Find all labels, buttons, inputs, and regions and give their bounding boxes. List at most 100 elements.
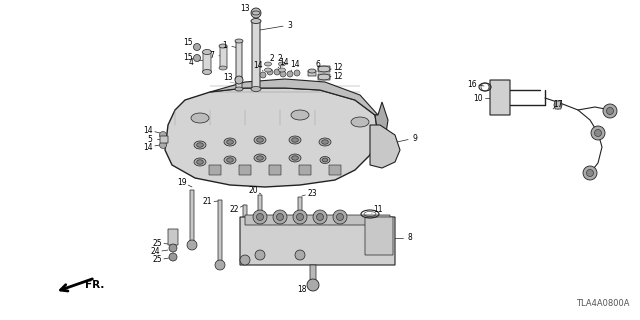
Polygon shape: [210, 79, 378, 115]
FancyBboxPatch shape: [310, 265, 316, 283]
Text: 24: 24: [150, 247, 160, 257]
FancyBboxPatch shape: [329, 165, 341, 175]
Ellipse shape: [257, 156, 263, 160]
Ellipse shape: [257, 138, 263, 142]
Circle shape: [260, 72, 266, 78]
Circle shape: [274, 69, 280, 75]
Ellipse shape: [191, 113, 209, 123]
Circle shape: [193, 54, 200, 61]
FancyBboxPatch shape: [365, 217, 393, 255]
Ellipse shape: [227, 140, 234, 144]
Ellipse shape: [289, 154, 301, 162]
Circle shape: [591, 126, 605, 140]
Text: 15: 15: [183, 52, 193, 61]
Text: 8: 8: [408, 234, 412, 243]
Text: 12: 12: [333, 71, 343, 81]
Circle shape: [159, 132, 166, 139]
FancyBboxPatch shape: [252, 21, 260, 89]
Ellipse shape: [227, 158, 234, 162]
Circle shape: [193, 44, 200, 51]
Text: 5: 5: [148, 134, 152, 143]
Circle shape: [554, 101, 562, 109]
Text: 11: 11: [373, 205, 383, 214]
Text: FR.: FR.: [85, 280, 104, 290]
Circle shape: [255, 250, 265, 260]
Ellipse shape: [202, 69, 211, 75]
FancyBboxPatch shape: [308, 71, 316, 76]
Text: 15: 15: [183, 37, 193, 46]
Text: 22: 22: [229, 205, 239, 214]
Ellipse shape: [319, 138, 331, 146]
Ellipse shape: [251, 86, 261, 92]
Ellipse shape: [254, 154, 266, 162]
Circle shape: [187, 240, 197, 250]
FancyBboxPatch shape: [318, 66, 330, 72]
Text: 18: 18: [297, 285, 307, 294]
Text: 17: 17: [553, 100, 563, 108]
FancyBboxPatch shape: [160, 136, 168, 143]
Ellipse shape: [264, 68, 271, 72]
Circle shape: [583, 166, 597, 180]
Circle shape: [287, 71, 293, 77]
Circle shape: [586, 170, 593, 177]
Text: 16: 16: [467, 79, 477, 89]
Ellipse shape: [235, 87, 243, 91]
Circle shape: [595, 130, 602, 137]
Circle shape: [253, 210, 267, 224]
FancyBboxPatch shape: [298, 197, 302, 255]
Circle shape: [603, 104, 617, 118]
FancyBboxPatch shape: [240, 217, 395, 265]
Circle shape: [295, 250, 305, 260]
Ellipse shape: [264, 62, 271, 66]
Ellipse shape: [254, 136, 266, 144]
Text: 25: 25: [152, 255, 162, 265]
Text: 23: 23: [307, 188, 317, 197]
Circle shape: [337, 213, 344, 220]
Ellipse shape: [322, 140, 328, 144]
FancyBboxPatch shape: [236, 41, 242, 89]
Circle shape: [607, 108, 614, 115]
Text: 13: 13: [223, 73, 233, 82]
FancyBboxPatch shape: [190, 190, 194, 245]
Text: 14: 14: [290, 60, 300, 68]
Ellipse shape: [308, 69, 316, 73]
Ellipse shape: [320, 156, 330, 164]
Text: 4: 4: [189, 58, 193, 67]
Text: TLA4A0800A: TLA4A0800A: [577, 299, 630, 308]
Text: 14: 14: [143, 142, 153, 151]
Circle shape: [159, 141, 166, 148]
FancyBboxPatch shape: [269, 165, 281, 175]
Text: 2: 2: [269, 53, 275, 62]
Circle shape: [169, 244, 177, 252]
Ellipse shape: [235, 39, 243, 43]
Text: 12: 12: [333, 62, 343, 71]
Circle shape: [317, 213, 323, 220]
Text: 2: 2: [278, 53, 282, 62]
Ellipse shape: [323, 158, 328, 162]
Ellipse shape: [251, 19, 261, 23]
FancyBboxPatch shape: [245, 215, 390, 225]
Ellipse shape: [224, 156, 236, 164]
Circle shape: [251, 8, 261, 18]
Ellipse shape: [219, 66, 227, 70]
Text: 9: 9: [413, 133, 417, 142]
Circle shape: [313, 210, 327, 224]
Text: 20: 20: [248, 186, 258, 195]
Circle shape: [333, 210, 347, 224]
Ellipse shape: [289, 136, 301, 144]
Text: 13: 13: [240, 4, 250, 12]
Ellipse shape: [196, 143, 204, 147]
Polygon shape: [370, 125, 400, 168]
FancyBboxPatch shape: [220, 46, 227, 68]
Text: 10: 10: [473, 93, 483, 102]
FancyBboxPatch shape: [318, 74, 330, 80]
Circle shape: [280, 71, 286, 77]
FancyBboxPatch shape: [218, 200, 222, 265]
Circle shape: [215, 260, 225, 270]
FancyBboxPatch shape: [168, 229, 178, 245]
Circle shape: [240, 255, 250, 265]
Ellipse shape: [351, 117, 369, 127]
Ellipse shape: [291, 110, 309, 120]
Ellipse shape: [292, 138, 298, 142]
Text: 14: 14: [143, 125, 153, 134]
